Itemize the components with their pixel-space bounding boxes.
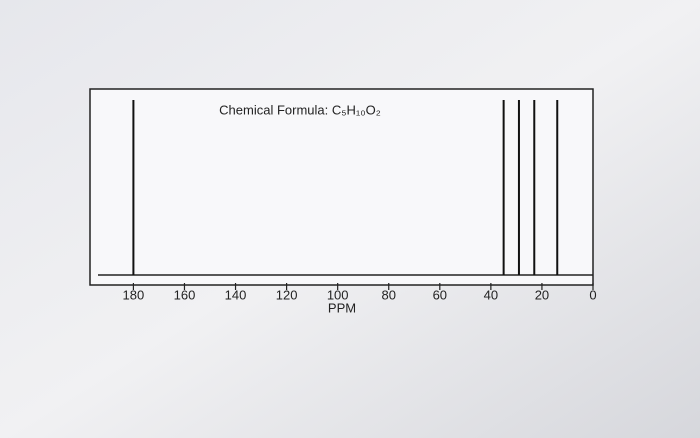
- plot-frame: [89, 88, 594, 286]
- x-tick-label: 100: [327, 287, 349, 302]
- x-tick-label: 20: [535, 287, 549, 302]
- x-tick-label: 120: [276, 287, 298, 302]
- x-tick-label: 160: [174, 287, 196, 302]
- chart-title: Chemical Formula: C₅H₁₀O₂: [219, 102, 381, 117]
- x-axis-label: PPM: [328, 300, 356, 315]
- x-tick-label: 80: [382, 287, 396, 302]
- x-tick-label: 60: [433, 287, 447, 302]
- x-tick-label: 180: [123, 287, 145, 302]
- x-tick-label: 0: [589, 287, 596, 302]
- x-tick-label: 40: [484, 287, 498, 302]
- x-tick-label: 140: [225, 287, 247, 302]
